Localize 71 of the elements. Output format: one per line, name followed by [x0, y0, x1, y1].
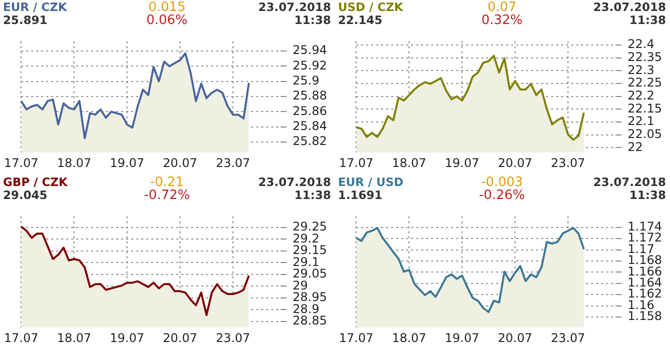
text: 23.07.2018 — [257, 0, 331, 14]
y-tick-label: 22.05 — [628, 127, 662, 142]
text: 0.32% — [480, 13, 524, 28]
x-tick-label: 18.07 — [392, 330, 426, 345]
chart-subtitle: 1.1691 — [338, 188, 384, 202]
x-tick-label: 23.07 — [550, 156, 586, 170]
y-tick-label: 22.4 — [628, 37, 654, 52]
x-tick-label: 17.07 — [338, 156, 374, 170]
x-tick-label: 23.07 — [550, 330, 586, 345]
text: 11:38 — [628, 188, 666, 202]
chart-title: EUR / CZK — [3, 0, 68, 14]
y-tick-label: 22.25 — [628, 76, 662, 90]
y-tick-label: 25.82 — [292, 134, 328, 148]
y-tick-label: 22.2 — [628, 88, 654, 103]
x-tick-label: 19.07 — [110, 330, 144, 345]
text: 0.06% — [145, 13, 189, 28]
chart-subtitle: 29.045 — [3, 188, 48, 202]
text: -0.26% — [478, 188, 526, 203]
x-tick-label: 17.07 — [4, 156, 38, 170]
text: 0.07 — [488, 0, 516, 15]
x-tick-label: 20.07 — [498, 156, 532, 170]
x-tick-label: 20.07 — [162, 156, 198, 170]
text: 0.015 — [148, 0, 186, 15]
x-tick-label: 18.07 — [56, 156, 92, 170]
x-tick-label: 20.07 — [162, 330, 198, 345]
x-tick-label: 18.07 — [392, 156, 426, 170]
y-tick-label: 28.95 — [292, 290, 328, 304]
y-tick-label: 22 — [628, 140, 643, 154]
x-tick-label: 23.07 — [216, 156, 250, 170]
text: -0.21 — [150, 175, 184, 190]
text: 11:38 — [293, 13, 331, 27]
x-tick-label: 19.07 — [110, 156, 144, 170]
chart-subtitle: 25.891 — [3, 13, 48, 27]
text: 11:38 — [628, 13, 666, 27]
y-tick-label: 25.92 — [292, 58, 328, 72]
chart-subtitle: 22.145 — [338, 13, 384, 27]
text: -0.003 — [481, 175, 523, 190]
y-tick-label: 22.1 — [628, 114, 654, 128]
y-tick-label: 29.25 — [292, 220, 328, 234]
x-tick-label: 18.07 — [56, 330, 92, 345]
y-tick-label: 22.35 — [628, 50, 662, 64]
chart-title: GBP / CZK — [3, 175, 69, 189]
y-tick-label: 25.84 — [292, 118, 328, 133]
y-tick-label: 28.85 — [292, 314, 328, 328]
x-tick-label: 20.07 — [498, 330, 532, 345]
text: 23.07.2018 — [592, 0, 666, 14]
y-tick-label: 25.88 — [292, 88, 328, 103]
y-tick-label: 22.3 — [628, 62, 654, 77]
chart-title: EUR / USD — [338, 175, 404, 189]
y-tick-label: 29.05 — [292, 266, 328, 281]
y-tick-label: 25.86 — [292, 104, 328, 118]
y-tick-label: 25.94 — [292, 43, 328, 58]
y-tick-label: 29 — [292, 278, 308, 292]
y-tick-label: 29.1 — [292, 254, 320, 269]
x-tick-label: 23.07 — [216, 330, 250, 345]
y-tick-label: 28.9 — [292, 302, 320, 316]
x-tick-label: 17.07 — [338, 330, 374, 345]
x-tick-label: 19.07 — [444, 156, 480, 170]
text: 23.07.2018 — [257, 175, 331, 189]
text: 11:38 — [293, 188, 331, 202]
y-tick-label: 25.9 — [292, 73, 320, 88]
y-tick-label: 29.15 — [292, 243, 328, 258]
y-tick-label: 1.158 — [628, 309, 662, 324]
text: -0.72% — [142, 188, 191, 203]
y-tick-label: 1.164 — [628, 276, 662, 290]
y-tick-label: 22.15 — [628, 101, 662, 116]
y-tick-label: 29.2 — [292, 231, 320, 246]
x-tick-label: 19.07 — [444, 330, 480, 345]
chart-title: USD / CZK — [338, 0, 404, 14]
x-tick-label: 17.07 — [4, 330, 38, 345]
text: 23.07.2018 — [592, 175, 666, 189]
